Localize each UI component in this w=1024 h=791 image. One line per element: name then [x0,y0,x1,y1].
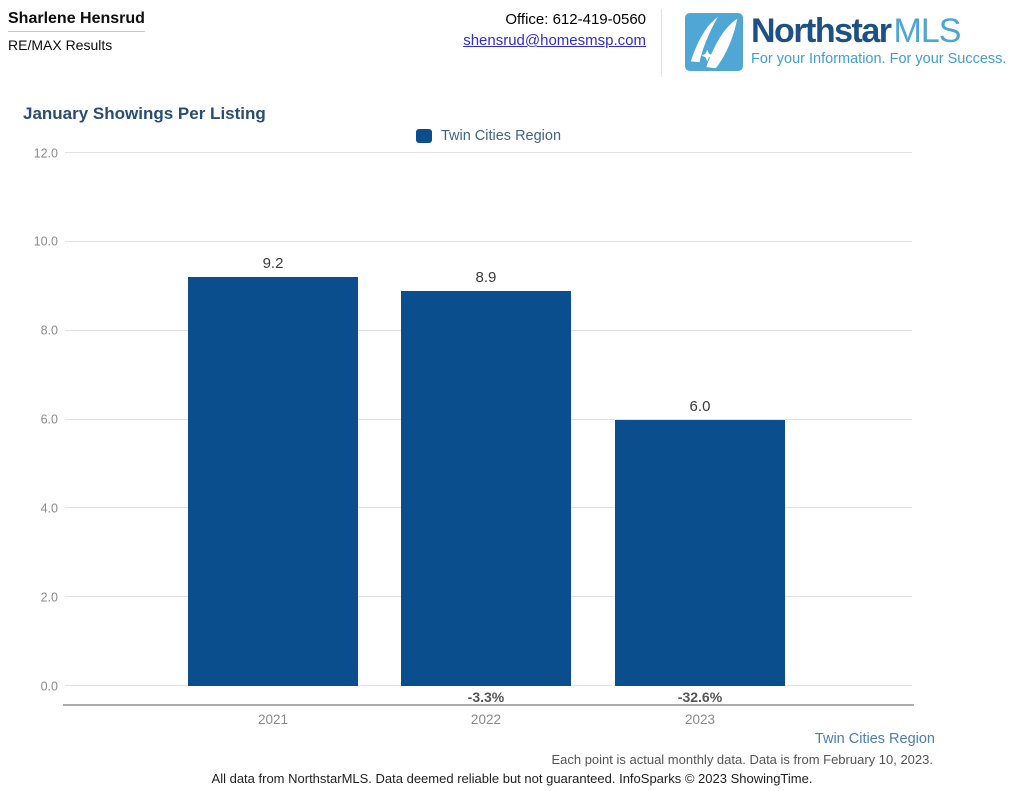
bar-pct-change-label: -32.6% [677,689,723,705]
logo-brand-secondary: MLS [893,12,962,50]
logo-tagline: For your Information. For your Success. [751,51,1007,67]
office-phone: Office: 612-419-0560 [505,11,646,28]
y-axis-tick-label: 2.0 [40,589,58,604]
y-axis-tick-label: 4.0 [40,501,58,516]
agent-name: Sharlene Hensrud [8,10,145,32]
x-axis-tick-label: 2023 [684,712,716,727]
northstar-mls-logo: Northstar MLS For your Information. For … [685,13,1006,71]
chart-title: January Showings Per Listing [23,104,266,123]
legend-item-twin-cities[interactable]: Twin Cities Region [65,128,912,144]
x-axis-tick-label: 2022 [470,712,501,727]
attribution-line: All data from NorthstarMLS. Data deemed … [211,771,813,786]
y-axis-tick-label: 8.0 [40,323,58,338]
email-link[interactable]: shensrud@homesmsp.com [463,32,646,49]
y-axis-tick-label: 10.0 [33,234,58,249]
bar-2022[interactable] [400,290,571,686]
y-axis-tick-label: 6.0 [40,412,58,427]
x-axis-line [63,704,914,706]
logo-brand-row: Northstar MLS [751,13,1006,49]
plot-area: 0.0 2.0 4.0 6.0 8.0 10.0 12.0 9.2 2021 8.9 -3.3% 20… [34,147,914,727]
bar-value-label: 8.9 [475,268,497,286]
bar-2023[interactable] [614,419,785,686]
gridline [65,240,912,242]
bar-pct-change-label: -3.3% [467,689,505,705]
data-date-note: Each point is actual monthly data. Data … [551,752,933,767]
contact-info: Office: 612-419-0560 shensrud@homesmsp.c… [463,11,646,50]
logo-brand-primary: Northstar [751,12,892,50]
bar-value-label: 6.0 [689,397,711,415]
x-axis-tick-label: 2021 [257,712,289,727]
logo-text: Northstar MLS For your Information. For … [751,13,1006,67]
y-axis-tick-label: 12.0 [33,145,58,160]
series-footnote-label: Twin Cities Region [814,731,935,747]
legend-swatch [415,129,432,143]
agent-info: Sharlene Hensrud RE/MAX Results [8,10,145,53]
bar-2021[interactable] [188,277,358,686]
gridline [65,152,912,153]
bar-value-label: 9.2 [262,255,284,273]
legend-label: Twin Cities Region [440,128,562,144]
northstar-n-star-icon [685,13,743,71]
header-divider [661,9,662,77]
brokerage-name: RE/MAX Results [8,37,113,53]
y-axis-tick-label: 0.0 [40,678,58,693]
